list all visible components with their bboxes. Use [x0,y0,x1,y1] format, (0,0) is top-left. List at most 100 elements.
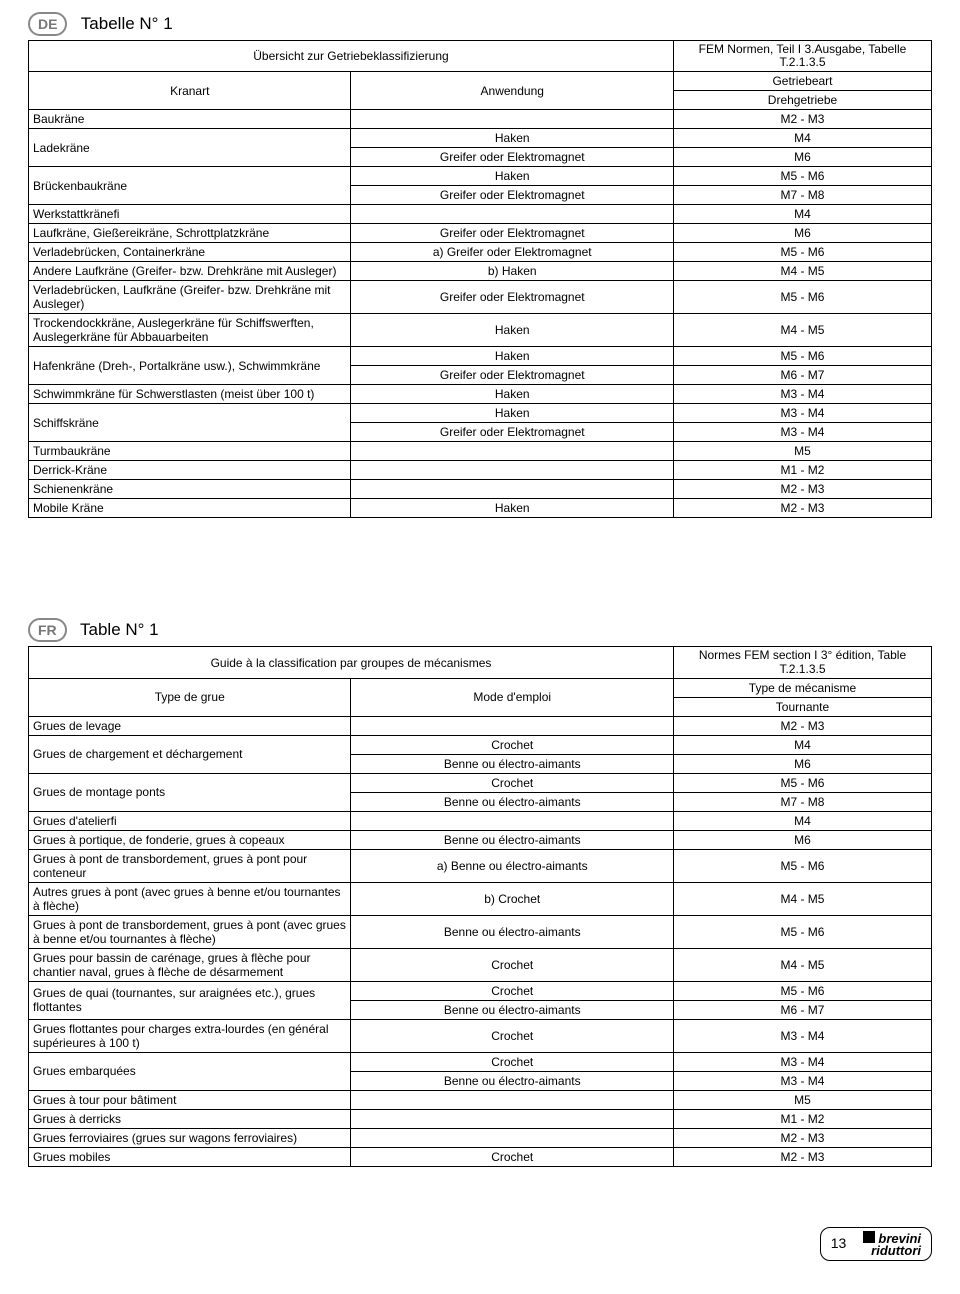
fr-result-cell: M4 - M5 [673,948,931,981]
fr-table: Guide à la classification par groupes de… [28,646,932,1166]
fr-anwendung-cell: Benne ou électro-aimants [351,754,673,773]
table-row: Verladebrücken, Laufkräne (Greifer- bzw.… [29,281,932,314]
fr-kranart-cell: Grues à derricks [29,1109,351,1128]
de-anwendung-cell [351,480,673,499]
table-row: BrückenbaukräneHakenM5 - M6 [29,167,932,186]
table-row: Trockendockkräne, Auslegerkräne für Schi… [29,314,932,347]
footer: 13 brevini riduttori [28,1227,932,1262]
de-result-cell: M4 [673,205,931,224]
fr-kranart-cell: Grues flottantes pour charges extra-lour… [29,1019,351,1052]
table-row: BaukräneM2 - M3 [29,110,932,129]
fr-kranart-cell: Grues à pont de transbordement, grues à … [29,849,351,882]
de-kranart-cell: Verladebrücken, Containerkräne [29,243,351,262]
de-kranart-cell: Schienenkräne [29,480,351,499]
fr-kranart-cell: Grues embarquées [29,1052,351,1090]
table-row: SchienenkräneM2 - M3 [29,480,932,499]
table-row: Grues de quai (tournantes, sur araignées… [29,981,932,1000]
fr-kranart-cell: Grues à portique, de fonderie, grues à c… [29,830,351,849]
de-anwendung-cell: Greifer oder Elektromagnet [351,423,673,442]
fr-anwendung-cell: Crochet [351,1147,673,1166]
table-row: Autres grues à pont (avec grues à benne … [29,882,932,915]
de-anwendung-cell: Greifer oder Elektromagnet [351,186,673,205]
table-row: Mobile KräneHakenM2 - M3 [29,499,932,518]
de-anwendung-cell: Haken [351,404,673,423]
table-row: Grues à pont de transbordement, grues à … [29,915,932,948]
fr-kranart-cell: Grues de levage [29,716,351,735]
de-result-cell: M4 - M5 [673,262,931,281]
de-badge: DE [28,12,67,36]
fr-anwendung-cell [351,716,673,735]
fr-result-cell: M4 - M5 [673,882,931,915]
table-row: Grues d'atelierfiM4 [29,811,932,830]
fr-result-cell: M4 [673,735,931,754]
fr-anwendung-cell: Crochet [351,1019,673,1052]
fr-anwendung-cell [351,1090,673,1109]
fr-result-cell: M5 - M6 [673,849,931,882]
de-result-cell: M5 - M6 [673,167,931,186]
fr-kranart-cell: Grues mobiles [29,1147,351,1166]
de-kranart-cell: Werkstattkränefi [29,205,351,224]
de-result-cell: M2 - M3 [673,499,931,518]
de-anwendung-cell: Greifer oder Elektromagnet [351,148,673,167]
de-title-row: DE Tabelle N° 1 [28,12,932,36]
de-result-cell: M6 [673,224,931,243]
de-anwendung-cell: Greifer oder Elektromagnet [351,224,673,243]
table-row: LadekräneHakenM4 [29,129,932,148]
de-kranart-cell: Verladebrücken, Laufkräne (Greifer- bzw.… [29,281,351,314]
fr-anwendung-cell: a) Benne ou électro-aimants [351,849,673,882]
fr-title: Table N° 1 [80,620,159,640]
fr-kranart-cell: Grues de chargement et déchargement [29,735,351,773]
de-kranart-cell: Schwimmkräne für Schwerstlasten (meist ü… [29,385,351,404]
table-row: Grues mobilesCrochetM2 - M3 [29,1147,932,1166]
de-kranart-cell: Trockendockkräne, Auslegerkräne für Schi… [29,314,351,347]
fr-kranart-cell: Grues pour bassin de carénage, grues à f… [29,948,351,981]
fr-anwendung-cell: Crochet [351,735,673,754]
de-result-cell: M3 - M4 [673,385,931,404]
de-anwendung-cell [351,110,673,129]
de-result-cell: M4 [673,129,931,148]
de-anwendung-cell: b) Haken [351,262,673,281]
fr-result-cell: M5 - M6 [673,773,931,792]
de-anwendung-cell: Haken [351,347,673,366]
de-title: Tabelle N° 1 [81,14,173,34]
fr-anwendung-cell [351,1109,673,1128]
fr-anwendung-cell: b) Crochet [351,882,673,915]
de-result-cell: M1 - M2 [673,461,931,480]
fr-anwendung-cell: Benne ou électro-aimants [351,1071,673,1090]
table-row: Grues à tour pour bâtimentM5 [29,1090,932,1109]
de-result-cell: M5 - M6 [673,281,931,314]
fr-anwendung-cell: Crochet [351,773,673,792]
de-result-cell: M2 - M3 [673,110,931,129]
de-kranart-cell: Hafenkräne (Dreh-, Portalkräne usw.), Sc… [29,347,351,385]
fr-result-cell: M7 - M8 [673,792,931,811]
de-anwendung-cell: Haken [351,385,673,404]
fr-result-cell: M2 - M3 [673,716,931,735]
de-result-cell: M3 - M4 [673,404,931,423]
table-row: Grues de levage M2 - M3 [29,716,932,735]
de-kranart-cell: Andere Laufkräne (Greifer- bzw. Drehkrän… [29,262,351,281]
fr-result-cell: M2 - M3 [673,1147,931,1166]
fr-anwendung-cell: Benne ou électro-aimants [351,915,673,948]
de-kranart-cell: Schiffskräne [29,404,351,442]
table-row: Grues à pont de transbordement, grues à … [29,849,932,882]
fr-kranart-cell: Grues de quai (tournantes, sur araignées… [29,981,351,1019]
de-result-cell: M3 - M4 [673,423,931,442]
de-result-cell: M4 - M5 [673,314,931,347]
table-row: Grues de chargement et déchargementCroch… [29,735,932,754]
fr-anwendung-cell: Crochet [351,981,673,1000]
fr-anwendung-cell: Crochet [351,1052,673,1071]
de-anwendung-cell [351,442,673,461]
de-kranart-cell: Derrick-Kräne [29,461,351,480]
de-table: Übersicht zur Getriebeklassifizierung FE… [28,40,932,518]
fr-result-cell: M5 - M6 [673,915,931,948]
fr-title-row: FR Table N° 1 [28,618,932,642]
fr-kranart-cell: Grues à pont de transbordement, grues à … [29,915,351,948]
fr-header-mech: Type de mécanisme [673,678,931,697]
fr-anwendung-cell [351,1128,673,1147]
fr-anwendung-cell: Benne ou électro-aimants [351,1000,673,1019]
table-row: Grues flottantes pour charges extra-lour… [29,1019,932,1052]
brand-logo: brevini riduttori [856,1231,921,1258]
de-header-kranart: Kranart [29,72,351,110]
de-header-dreh: Drehgetriebe [673,91,931,110]
de-result-cell: M7 - M8 [673,186,931,205]
